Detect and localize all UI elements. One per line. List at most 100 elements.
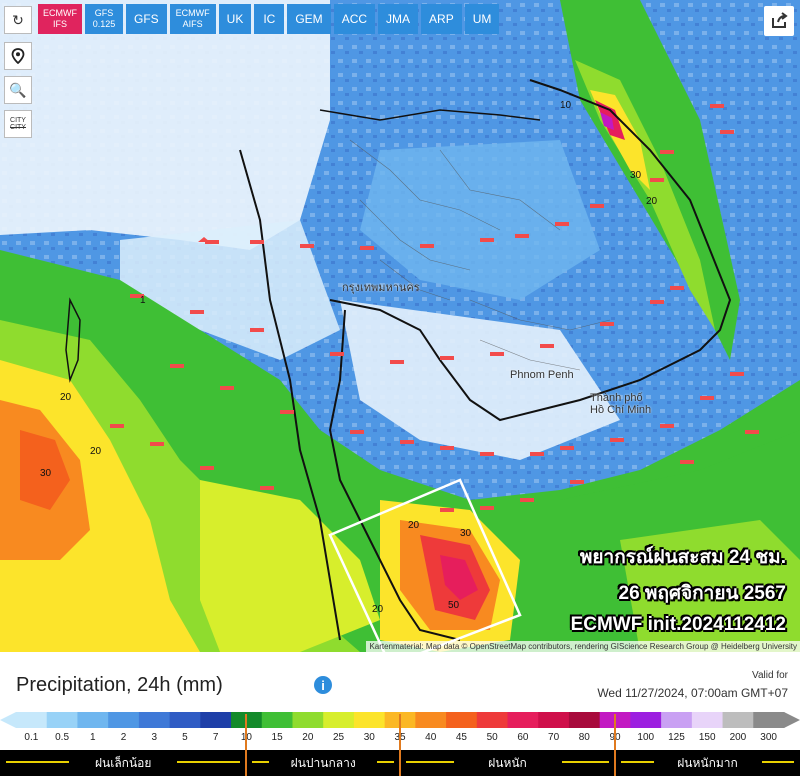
- band-arrow-left: [406, 761, 454, 763]
- colorbar-tick-label: 3: [151, 732, 158, 743]
- share-button[interactable]: [764, 6, 794, 36]
- colorbar-swatch: [538, 712, 570, 728]
- colorbar-tick-label: 200: [729, 732, 747, 743]
- colorbar-swatch: [200, 712, 232, 728]
- contour-value: 20: [60, 392, 72, 403]
- colorbar-tick-label: 300: [760, 732, 777, 743]
- model-tab-gem[interactable]: GEM: [287, 4, 331, 34]
- legend-title: Precipitation, 24h (mm): [16, 674, 223, 696]
- colorbar-swatch: [16, 712, 48, 728]
- colorbar-tick-label: 100: [637, 732, 655, 743]
- map-attribution: Kartenmaterial: Map data © OpenStreetMap…: [366, 641, 800, 652]
- colorbar-tick-label: 30: [363, 732, 375, 743]
- valid-for-label: Valid for: [752, 670, 788, 681]
- colorbar-tick-label: 60: [517, 732, 529, 743]
- model-tab-arp[interactable]: ARP: [421, 4, 462, 34]
- colorbar-swatch: [169, 712, 201, 728]
- colorbar-tick-label: 40: [425, 732, 437, 743]
- colorbar-swatch: [108, 712, 140, 728]
- share-icon: [772, 12, 788, 28]
- colorbar-left-cap: [0, 712, 16, 728]
- model-tab-ic[interactable]: IC: [254, 4, 285, 34]
- colorbar-tick-label: 20: [302, 732, 314, 743]
- colorbar-tick-label: 125: [668, 732, 685, 743]
- intensity-band: ฝนเล็กน้อย: [0, 750, 246, 776]
- contour-value: 20: [646, 196, 658, 207]
- zoom-button[interactable]: 🔍: [4, 76, 32, 104]
- colorbar-swatch: [353, 712, 386, 728]
- colorbar-swatch: [415, 712, 447, 728]
- colorbar-swatch: [292, 712, 324, 728]
- intensity-band: ฝนปานกลาง: [246, 750, 400, 776]
- intensity-band-label: ฝนหนักมาก: [677, 755, 738, 770]
- colorbar-tick-label: 50: [486, 732, 498, 743]
- band-arrow-right: [377, 761, 394, 763]
- model-tab-um[interactable]: UM: [464, 4, 500, 34]
- colorbar-tick-label: 5: [182, 732, 188, 743]
- band-arrow-left: [6, 761, 70, 763]
- colorbar-tick-label: 0.5: [55, 732, 70, 743]
- overlay-init: ECMWF init.2024112412: [570, 614, 786, 635]
- city-label-phnom-penh: Phnom Penh: [510, 369, 574, 381]
- colorbar-swatch: [46, 712, 78, 728]
- contour-value: 30: [40, 468, 52, 479]
- intensity-band: ฝนหนัก: [400, 750, 615, 776]
- colorbar-swatch: [630, 712, 662, 728]
- intensity-band-label: ฝนปานกลาง: [290, 755, 356, 770]
- band-arrow-right: [561, 761, 610, 763]
- model-tab-uk[interactable]: UK: [218, 4, 252, 34]
- wind-arrows: [110, 104, 759, 512]
- location-button[interactable]: [4, 42, 32, 70]
- city-toggle-label-struck: CITY: [10, 124, 26, 131]
- colorbar-tick-label: 25: [332, 732, 345, 743]
- contour-value: 20: [408, 520, 420, 531]
- colorbar-swatch: [568, 712, 601, 728]
- colorbar-swatch: [476, 712, 509, 728]
- valid-for-value: Wed 11/27/2024, 07:00am GMT+07: [597, 686, 788, 700]
- colorbar-tick-label: 15: [271, 732, 283, 743]
- model-tab-ecmwf-ifs[interactable]: ECMWF IFS: [38, 4, 82, 34]
- model-tab-gfs-0125[interactable]: GFS 0.125: [85, 4, 123, 34]
- colorbar-swatch: [691, 712, 724, 728]
- colorbar-tick-label: 150: [698, 732, 716, 743]
- band-arrow-right: [761, 761, 794, 763]
- band-arrow-left: [252, 761, 270, 763]
- intensity-band: ฝนหนักมาก: [615, 750, 800, 776]
- band-arrow-right: [177, 761, 241, 763]
- contour-value: 50: [448, 600, 460, 611]
- colorbar-tick-label: 0.1: [24, 732, 39, 743]
- map-canvas: [0, 0, 800, 652]
- refresh-button[interactable]: ↻: [4, 6, 32, 34]
- zoom-icon: 🔍: [9, 81, 27, 98]
- band-arrow-left: [621, 761, 654, 763]
- model-tab-gfs[interactable]: GFS: [126, 4, 167, 34]
- colorbar-swatch: [661, 712, 693, 728]
- colorbar-swatch: [261, 712, 293, 728]
- colorbar-tick-label: 1: [90, 732, 96, 743]
- colorbar-tick-label: 80: [578, 732, 590, 743]
- colorbar-swatch: [722, 712, 754, 728]
- intensity-band-label: ฝนเล็กน้อย: [94, 755, 152, 770]
- city-toggle-label: CITY: [10, 117, 26, 124]
- precipitation-map[interactable]: กรุงเทพมหานคร Phnom Penh Thành phố Hồ Ch…: [0, 0, 800, 652]
- city-label-hcmc-line2: Hồ Chí Minh: [590, 404, 652, 416]
- refresh-icon: ↻: [12, 11, 24, 28]
- model-tab-ecmwf-aifs[interactable]: ECMWF AIFS: [169, 4, 216, 34]
- colorbar-swatch: [323, 712, 355, 728]
- model-tab-acc[interactable]: ACC: [333, 4, 376, 34]
- overlay-date: 26 พฤศจิกายน 2567: [618, 583, 786, 604]
- colorbar-right-cap: [784, 712, 800, 728]
- info-icon[interactable]: i: [314, 676, 332, 694]
- intensity-bands: ฝนเล็กน้อย ฝนปานกลาง ฝนหนัก ฝนหนักมาก: [0, 714, 800, 776]
- colorbar-swatch: [138, 712, 171, 728]
- overlay-title: พยากรณ์ฝนสะสม 24 ชม.: [579, 547, 786, 568]
- model-tab-jma[interactable]: JMA: [378, 4, 419, 34]
- city-toggle-button[interactable]: CITY CITY: [4, 110, 32, 138]
- contour-value: 20: [90, 446, 102, 457]
- contour-value: 10: [560, 100, 572, 111]
- colorbar-swatch: [77, 712, 109, 728]
- colorbar-swatch: [446, 712, 478, 728]
- band-separator: [399, 714, 401, 776]
- contour-value: 30: [630, 170, 642, 181]
- contour-value: 30: [460, 528, 472, 539]
